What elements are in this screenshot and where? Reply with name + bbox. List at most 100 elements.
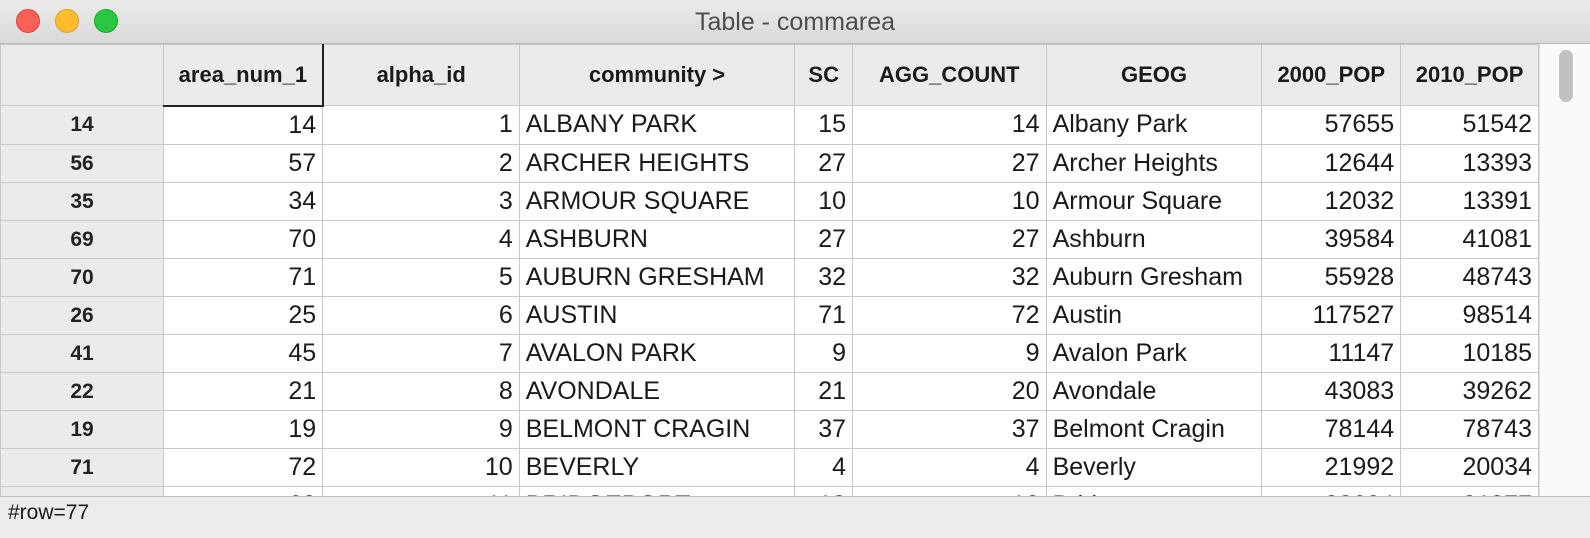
table-cell[interactable]: 8 xyxy=(322,371,520,411)
column-header-2010-pop[interactable]: 2010_POP xyxy=(1400,44,1539,106)
row-header-cell[interactable]: 41 xyxy=(0,333,165,373)
table-cell[interactable]: Armour Square xyxy=(1045,181,1263,221)
table-cell[interactable]: Belmont Cragin xyxy=(1045,409,1263,449)
table-cell[interactable]: 20034 xyxy=(1400,447,1539,487)
table-cell[interactable]: 20 xyxy=(852,371,1047,411)
table-cell[interactable]: 10 xyxy=(852,181,1047,221)
table-cell[interactable]: 3 xyxy=(322,181,520,221)
table-row[interactable]: 19 19 9 BELMONT CRAGIN 37 37 Belmont Cragin 781… xyxy=(0,409,1539,449)
table-cell[interactable]: 4 xyxy=(852,447,1047,487)
table-cell[interactable]: 71 xyxy=(163,257,324,297)
table-row[interactable]: 41 45 7 AVALON PARK 9 9 Avalon Park 11147 10185 xyxy=(0,333,1539,373)
table-cell[interactable]: 1 xyxy=(322,105,520,145)
table-cell[interactable]: 4 xyxy=(794,447,854,487)
table-grid[interactable]: area_num_1 alpha_id community > SC AGG_C… xyxy=(0,44,1590,496)
table-cell[interactable]: 4 xyxy=(322,219,520,259)
table-cell[interactable]: Beverly xyxy=(1045,447,1263,487)
table-cell[interactable]: 32 xyxy=(794,257,854,297)
table-cell[interactable]: 60 xyxy=(163,485,324,496)
row-header-cell[interactable]: 26 xyxy=(0,295,165,335)
table-cell[interactable]: 39584 xyxy=(1261,219,1402,259)
table-cell[interactable]: 13393 xyxy=(1400,143,1539,183)
table-cell[interactable]: 55928 xyxy=(1261,257,1402,297)
table-cell[interactable]: Bridgeport xyxy=(1045,485,1263,496)
table-cell[interactable]: 31977 xyxy=(1400,485,1539,496)
table-cell[interactable]: 72 xyxy=(163,447,324,487)
table-cell[interactable]: 25 xyxy=(163,295,324,335)
table-cell[interactable]: ARMOUR SQUARE xyxy=(518,181,796,221)
table-cell[interactable]: 14 xyxy=(163,105,324,145)
table-cell[interactable]: 11 xyxy=(322,485,520,496)
table-cell[interactable]: ASHBURN xyxy=(518,219,796,259)
table-cell[interactable]: 10 xyxy=(322,447,520,487)
row-header-cell[interactable]: 35 xyxy=(0,181,165,221)
column-header-community[interactable]: community > xyxy=(518,44,796,106)
table-cell[interactable]: BELMONT CRAGIN xyxy=(518,409,796,449)
row-header-cell[interactable]: 71 xyxy=(0,447,165,487)
row-header-cell[interactable]: 14 xyxy=(0,105,165,145)
table-cell[interactable]: Avalon Park xyxy=(1045,333,1263,373)
table-cell[interactable]: 78144 xyxy=(1261,409,1402,449)
table-row[interactable]: 26 25 6 AUSTIN 71 72 Austin 117527 98514 xyxy=(0,295,1539,335)
table-cell[interactable]: 9 xyxy=(322,409,520,449)
column-header-2000-pop[interactable]: 2000_POP xyxy=(1261,44,1402,106)
table-cell[interactable]: 70 xyxy=(163,219,324,259)
table-cell[interactable]: 21 xyxy=(794,371,854,411)
table-cell[interactable]: 21992 xyxy=(1261,447,1402,487)
table-cell[interactable]: 51542 xyxy=(1400,105,1539,145)
vertical-scrollbar[interactable] xyxy=(1539,44,1590,496)
table-cell[interactable]: 10 xyxy=(794,181,854,221)
table-cell[interactable]: 45 xyxy=(163,333,324,373)
table-cell[interactable]: 41081 xyxy=(1400,219,1539,259)
table-cell[interactable]: 27 xyxy=(852,219,1047,259)
table-cell[interactable]: 48743 xyxy=(1400,257,1539,297)
table-cell[interactable]: 39262 xyxy=(1400,371,1539,411)
table-cell[interactable]: AVONDALE xyxy=(518,371,796,411)
table-cell[interactable]: ARCHER HEIGHTS xyxy=(518,143,796,183)
table-row[interactable]: 69 70 4 ASHBURN 27 27 Ashburn 39584 41081 xyxy=(0,219,1539,259)
table-cell[interactable]: 14 xyxy=(852,105,1047,145)
table-cell[interactable]: 117527 xyxy=(1261,295,1402,335)
table-cell[interactable]: ALBANY PARK xyxy=(518,105,796,145)
table-cell[interactable]: 15 xyxy=(794,105,854,145)
table-row[interactable]: 14 14 1 ALBANY PARK 15 14 Albany Park 57655 5154… xyxy=(0,105,1539,145)
table-cell[interactable]: 27 xyxy=(794,219,854,259)
table-cell[interactable]: 5 xyxy=(322,257,520,297)
table-cell[interactable]: BRIDGEPORT xyxy=(518,485,796,496)
table-cell[interactable]: 21 xyxy=(163,371,324,411)
table-cell[interactable]: 12032 xyxy=(1261,181,1402,221)
table-cell[interactable]: 18 xyxy=(794,485,854,496)
row-header-cell[interactable]: 19 xyxy=(0,409,165,449)
column-header-geog[interactable]: GEOG xyxy=(1045,44,1263,106)
table-cell[interactable]: 57655 xyxy=(1261,105,1402,145)
row-header-cell[interactable]: 70 xyxy=(0,257,165,297)
table-cell[interactable]: 72 xyxy=(852,295,1047,335)
table-cell[interactable]: BEVERLY xyxy=(518,447,796,487)
table-cell[interactable]: 98514 xyxy=(1400,295,1539,335)
table-cell[interactable]: 37 xyxy=(852,409,1047,449)
table-row[interactable]: 71 72 10 BEVERLY 4 4 Beverly 21992 20034 xyxy=(0,447,1539,487)
close-window-button[interactable] xyxy=(16,9,40,33)
column-header-alpha-id[interactable]: alpha_id xyxy=(322,44,520,106)
table-cell[interactable]: Avondale xyxy=(1045,371,1263,411)
column-header-agg-count[interactable]: AGG_COUNT xyxy=(852,44,1047,106)
table-cell[interactable]: AUSTIN xyxy=(518,295,796,335)
table-cell[interactable]: 2 xyxy=(322,143,520,183)
row-header-cell[interactable]: 69 xyxy=(0,219,165,259)
table-cell[interactable]: AVALON PARK xyxy=(518,333,796,373)
table-row[interactable]: 56 57 2 ARCHER HEIGHTS 27 27 Archer Heights 126… xyxy=(0,143,1539,183)
table-cell[interactable]: Auburn Gresham xyxy=(1045,257,1263,297)
table-row[interactable]: 70 71 5 AUBURN GRESHAM 32 32 Auburn Gresham 559… xyxy=(0,257,1539,297)
table-cell[interactable]: 7 xyxy=(322,333,520,373)
table-cell[interactable]: 6 xyxy=(322,295,520,335)
row-header-cell[interactable]: 72 xyxy=(0,485,165,496)
table-cell[interactable]: 19 xyxy=(163,409,324,449)
table-cell[interactable]: 13391 xyxy=(1400,181,1539,221)
table-row[interactable]: 22 21 8 AVONDALE 21 20 Avondale 43083 39262 xyxy=(0,371,1539,411)
table-cell[interactable]: Archer Heights xyxy=(1045,143,1263,183)
table-cell[interactable]: 34 xyxy=(163,181,324,221)
row-header-cell[interactable]: 56 xyxy=(0,143,165,183)
table-cell[interactable]: 57 xyxy=(163,143,324,183)
scrollbar-thumb[interactable] xyxy=(1559,50,1573,102)
title-bar[interactable]: Table - commarea xyxy=(0,0,1590,44)
